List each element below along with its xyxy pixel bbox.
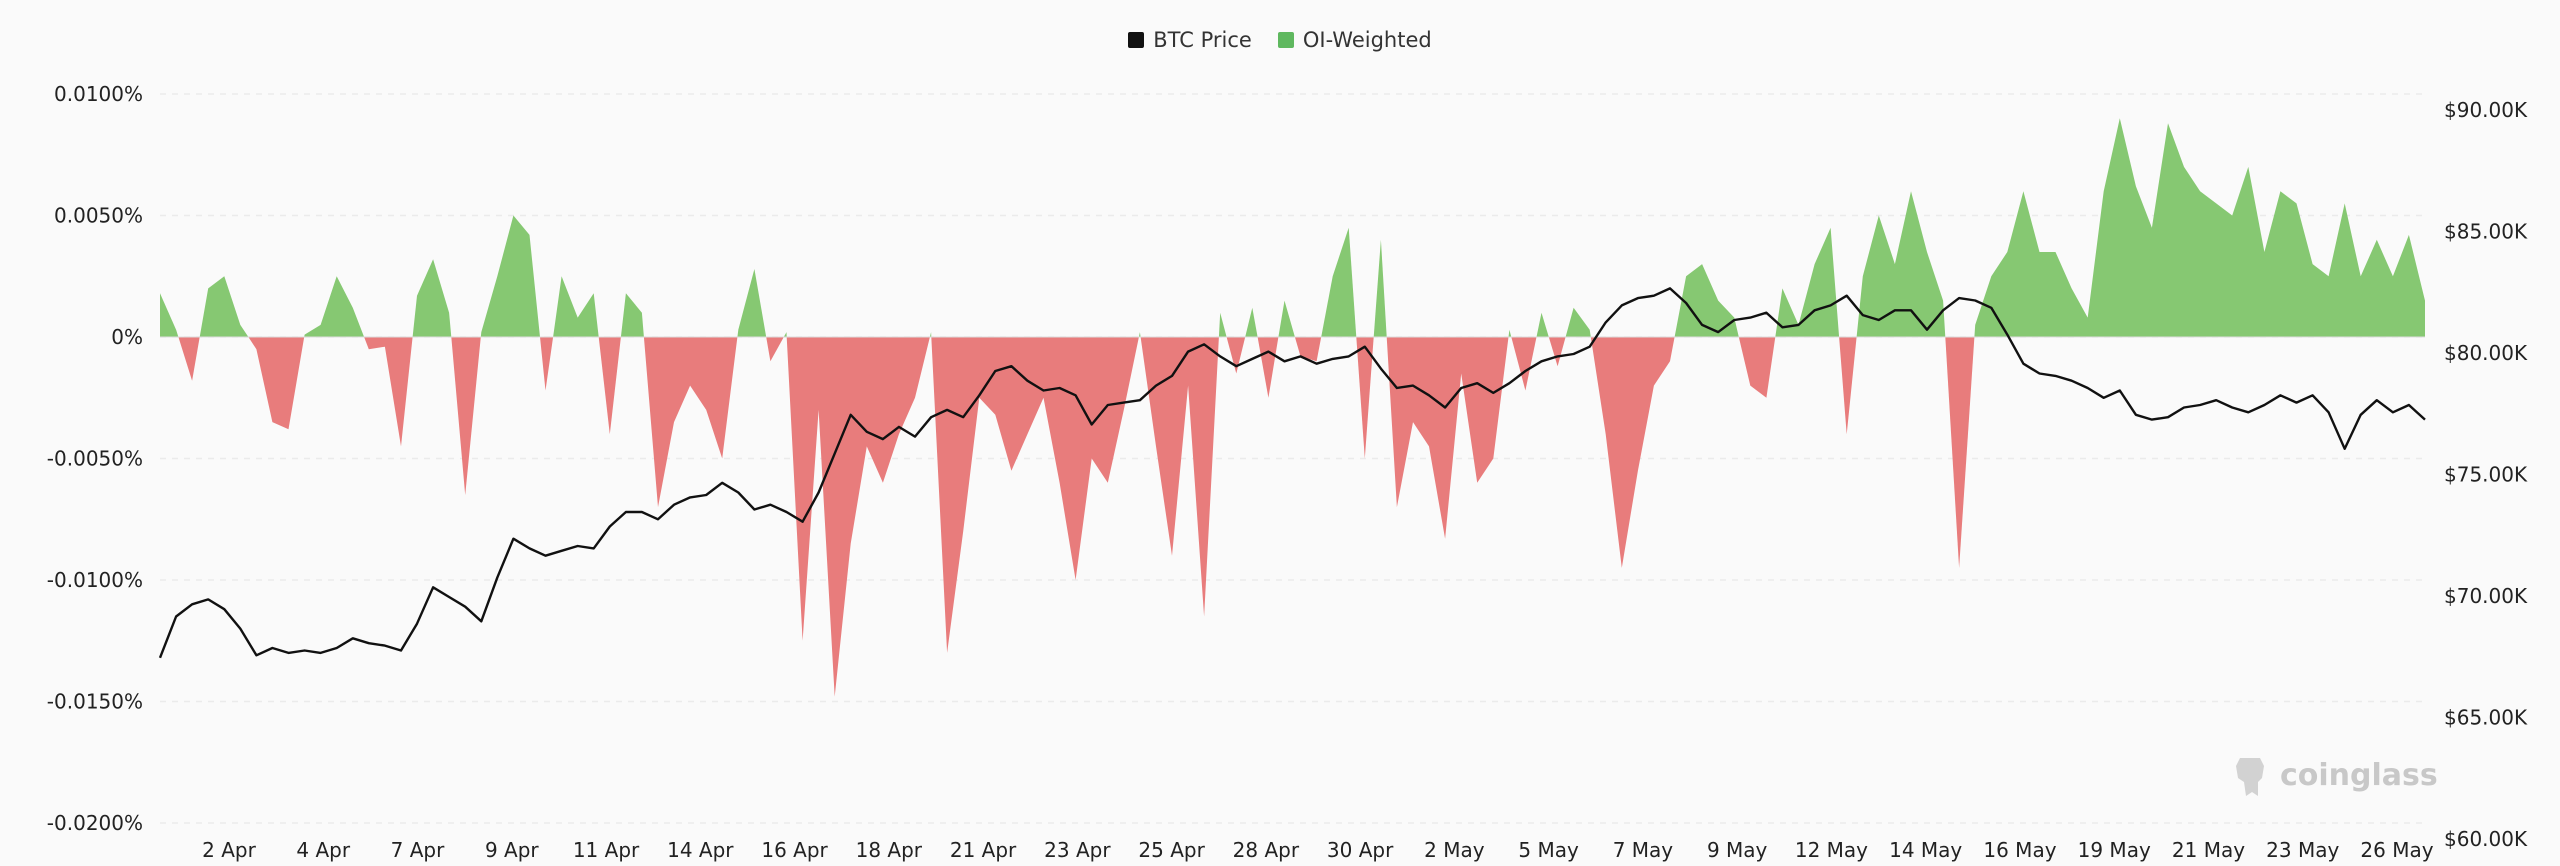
oi-area-positive <box>480 215 540 337</box>
oi-area-negative <box>451 337 481 495</box>
oi-area-negative <box>540 337 554 391</box>
watermark-text: coinglass <box>2280 757 2438 793</box>
x-tick-label: 4 Apr <box>296 838 350 862</box>
x-tick-label: 2 May <box>1424 838 1485 862</box>
oi-area-negative <box>643 337 738 508</box>
oi-area-positive <box>1278 300 1295 337</box>
legend-item-oi[interactable]: OI-Weighted <box>1277 28 1432 52</box>
oi-area-negative <box>1945 337 1975 568</box>
legend-swatch-price <box>1128 32 1145 48</box>
grid-layer <box>160 93 2425 824</box>
oi-area-negative <box>178 337 200 381</box>
x-tick-label: 9 May <box>1707 838 1768 862</box>
oi-area-negative <box>1140 337 1219 617</box>
oi-area-negative <box>1738 337 1776 398</box>
y-left-tick-label: 0% <box>111 325 143 349</box>
x-tick-label: 2 Apr <box>202 838 256 862</box>
oi-area-positive <box>1775 227 1840 337</box>
y-left-tick-label: -0.0200% <box>47 811 143 835</box>
x-tick-label: 7 Apr <box>391 838 445 862</box>
oi-area-positive <box>1536 312 1549 337</box>
legend-label-oi: OI-Weighted <box>1302 28 1432 52</box>
oi-area-negative <box>1257 337 1279 398</box>
x-tick-label: 25 Apr <box>1138 838 1205 862</box>
x-tick-label: 30 Apr <box>1327 838 1394 862</box>
x-tick-label: 14 Apr <box>667 838 734 862</box>
oi-area-positive <box>1245 307 1258 337</box>
legend-swatch-oi <box>1277 32 1294 48</box>
oi-area-negative <box>786 337 930 697</box>
oi-area-negative <box>364 337 413 447</box>
y-left-tick-label: 0.0050% <box>54 204 143 228</box>
oi-area-positive <box>412 259 452 337</box>
oi-area-positive <box>1974 118 2425 337</box>
oi-area-positive <box>553 276 599 337</box>
x-tick-label: 11 Apr <box>573 838 640 862</box>
oi-area-layer <box>160 118 2425 697</box>
oi-area-positive <box>1565 307 1591 337</box>
oi-area-negative <box>1386 337 1509 539</box>
x-tick-label: 26 May <box>2360 838 2433 862</box>
x-tick-label: 12 May <box>1795 838 1868 862</box>
y-left-tick-label: 0.0100% <box>54 82 143 106</box>
oi-area-negative <box>1226 337 1246 374</box>
oi-area-positive <box>1856 191 1946 337</box>
x-tick-label: 21 Apr <box>950 838 1017 862</box>
y-left-tick-label: -0.0100% <box>47 568 143 592</box>
coinglass-logo-icon <box>2236 758 2264 796</box>
btc-price-line <box>158 287 2426 659</box>
y-right-tick-label: $80.00K <box>2444 341 2528 365</box>
x-tick-label: 16 Apr <box>761 838 828 862</box>
x-tick-label: 5 May <box>1518 838 1579 862</box>
price-line-layer <box>158 287 2426 659</box>
oi-area-negative <box>1356 337 1374 459</box>
y-right-tick-label: $75.00K <box>2444 463 2528 487</box>
oi-area-positive <box>1373 239 1387 337</box>
oi-area-positive <box>1138 332 1141 337</box>
oi-area-negative <box>1511 337 1537 391</box>
x-tick-label: 23 Apr <box>1044 838 1111 862</box>
oi-area-positive <box>1218 312 1227 337</box>
chart-legend: BTC Price OI-Weighted <box>0 28 2560 52</box>
x-tick-label: 18 Apr <box>856 838 923 862</box>
y-right-tick-label: $70.00K <box>2444 584 2528 608</box>
y-right-tick-label: $85.00K <box>2444 220 2528 244</box>
x-tick-label: 16 May <box>1983 838 2056 862</box>
y-left-tick-label: -0.0050% <box>47 447 143 471</box>
oi-area-negative <box>1294 337 1322 362</box>
x-tick-label: 21 May <box>2172 838 2245 862</box>
legend-item-price[interactable]: BTC Price <box>1128 28 1252 52</box>
oi-area-positive <box>1508 329 1512 337</box>
x-tick-label: 23 May <box>2266 838 2339 862</box>
x-tick-label: 9 Apr <box>485 838 539 862</box>
y-right-tick-label: $65.00K <box>2444 706 2528 730</box>
axis-layer: 0.0100% 0.0050% 0% -0.0050% -0.0100% -0.0150%… <box>47 82 2528 862</box>
oi-area-positive <box>929 332 932 337</box>
oi-area-positive <box>199 276 249 337</box>
oi-area-negative <box>1839 337 1857 435</box>
y-left-tick-label: -0.0150% <box>47 690 143 714</box>
y-right-tick-label: $90.00K <box>2444 98 2528 122</box>
oi-area-positive <box>1321 227 1357 337</box>
oi-area-positive <box>737 269 767 337</box>
watermark: coinglass <box>2232 752 2438 798</box>
x-tick-label: 7 May <box>1613 838 1674 862</box>
oi-area-positive <box>304 276 365 337</box>
x-tick-label: 19 May <box>2078 838 2151 862</box>
oi-area-negative <box>1590 337 1675 568</box>
oi-area-negative <box>1548 337 1566 367</box>
oi-area-positive <box>783 332 787 337</box>
oi-area-positive <box>1674 264 1739 337</box>
oi-area-negative <box>248 337 305 430</box>
oi-area-negative <box>766 337 784 362</box>
y-right-tick-label: $60.00K <box>2444 827 2528 851</box>
legend-label-price: BTC Price <box>1153 28 1252 52</box>
oi-area-positive <box>620 293 644 337</box>
oi-area-positive <box>160 293 179 337</box>
oi-area-negative <box>598 337 621 435</box>
x-tick-label: 14 May <box>1889 838 1962 862</box>
x-tick-label: 28 Apr <box>1233 838 1300 862</box>
